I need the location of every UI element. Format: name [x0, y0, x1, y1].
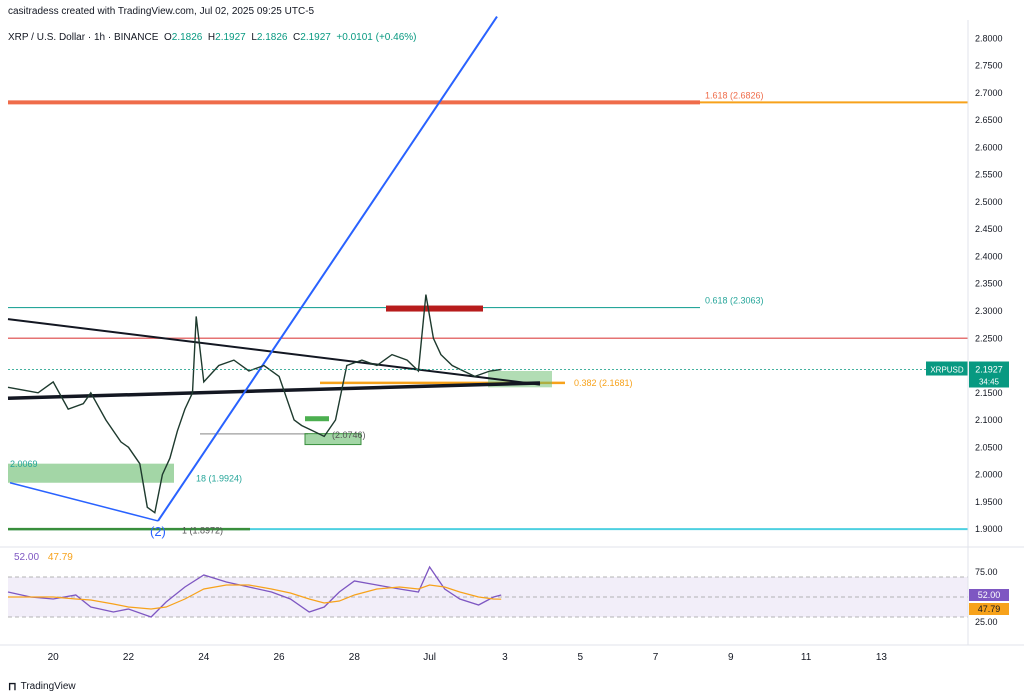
x-tick-label: 26 [273, 652, 285, 663]
y-tick-label: 2.1000 [975, 415, 1003, 425]
rsi-line [7, 565, 502, 618]
chart-credit: casitradess created with TradingView.com… [8, 6, 315, 17]
close-label: C [293, 32, 301, 43]
rsi-y-tick-label: 25.00 [975, 617, 998, 627]
wave-line [9, 482, 159, 522]
change-value: +0.0101 (+0.46%) [336, 32, 417, 43]
y-tick-label: 2.4500 [975, 224, 1003, 234]
y-tick-label: 2.6000 [975, 142, 1003, 152]
symbol-label: XRP / U.S. Dollar · 1h · BINANCE [8, 32, 159, 43]
close-value: 2.1927 [300, 32, 331, 43]
fib-label: 0.382 (2.1681) [574, 378, 633, 388]
descending-trendline [7, 318, 541, 386]
x-tick-label: 9 [728, 652, 734, 663]
y-tick-label: 2.3500 [975, 279, 1003, 289]
price-badge-value: 2.1927 [975, 364, 1003, 374]
fib-label: (2.0746) [332, 430, 366, 440]
ascending-trendline [7, 381, 541, 400]
y-tick-label: 2.3000 [975, 306, 1003, 316]
fib-label: 1 (1.8972) [182, 526, 223, 536]
rsi-legend-value: 52.00 [14, 552, 40, 563]
brand-label: TradingView [20, 681, 76, 692]
price-line [7, 294, 502, 514]
y-tick-label: 2.6500 [975, 115, 1003, 125]
y-tick-label: 2.7000 [975, 88, 1003, 98]
x-tick-label: 11 [801, 652, 812, 663]
tradingview-logo-icon: ⊓ [8, 681, 17, 693]
rsi-legend: 52.00 47.79 [14, 552, 73, 563]
high-label: H [207, 32, 216, 43]
fib-label: 2.0069 [10, 459, 38, 469]
symbol-badge [926, 361, 968, 376]
y-tick-label: 2.5500 [975, 170, 1003, 180]
demand-zone-small [304, 433, 362, 446]
y-tick-label: 2.1500 [975, 388, 1003, 398]
y-tick-label: 2.5000 [975, 197, 1003, 207]
rsi-ma-line [8, 584, 502, 610]
supply-zone [386, 305, 483, 312]
fib-label: 1.618 (2.6826) [705, 90, 764, 100]
symbol-legend: XRP / U.S. Dollar · 1h · BINANCE O2.1826… [8, 32, 416, 43]
fib-label: 0.618 (2.3063) [705, 296, 764, 306]
price-badge-countdown: 34:45 [979, 377, 1000, 386]
y-tick-label: 2.2500 [975, 333, 1003, 343]
x-tick-label: 22 [123, 652, 135, 663]
open-label: O [163, 32, 172, 43]
fib-label: 18 (1.9924) [196, 474, 242, 484]
footer-brand: ⊓ TradingView [8, 680, 76, 693]
high-value: 2.1927 [215, 32, 246, 43]
rsi-ma-badge-value: 47.79 [978, 604, 1001, 614]
x-tick-label: Jul [423, 652, 436, 663]
demand-marker [305, 416, 329, 422]
wave-label: (2) [150, 524, 166, 539]
rsi-badge [969, 589, 1009, 601]
y-tick-label: 1.9000 [975, 524, 1003, 534]
x-tick-label: 24 [198, 652, 210, 663]
x-tick-label: 3 [502, 652, 508, 663]
symbol-badge-label: XRPUSD [930, 365, 964, 374]
price-badge [969, 361, 1009, 388]
demand-zone [8, 463, 174, 483]
x-tick-label: 13 [876, 652, 888, 663]
y-tick-label: 2.8000 [975, 33, 1003, 43]
y-tick-label: 2.4000 [975, 251, 1003, 261]
rsi-badge-value: 52.00 [978, 590, 1001, 600]
y-tick-label: 2.0500 [975, 442, 1003, 452]
rsi-y-tick-label: 75.00 [975, 567, 998, 577]
low-label: L [251, 32, 257, 43]
rsi-ma-legend-value: 47.79 [47, 552, 73, 563]
x-tick-label: 7 [653, 652, 659, 663]
x-tick-label: 28 [349, 652, 361, 663]
y-tick-label: 2.0000 [975, 470, 1003, 480]
y-tick-label: 2.7500 [975, 61, 1003, 71]
open-value: 2.1826 [171, 32, 203, 43]
impulse-line [157, 15, 498, 522]
low-value: 2.1826 [256, 32, 288, 43]
x-tick-label: 20 [48, 652, 60, 663]
rsi-ma-badge [969, 603, 1009, 615]
x-tick-label: 5 [577, 652, 583, 663]
y-tick-label: 1.9500 [975, 497, 1003, 507]
